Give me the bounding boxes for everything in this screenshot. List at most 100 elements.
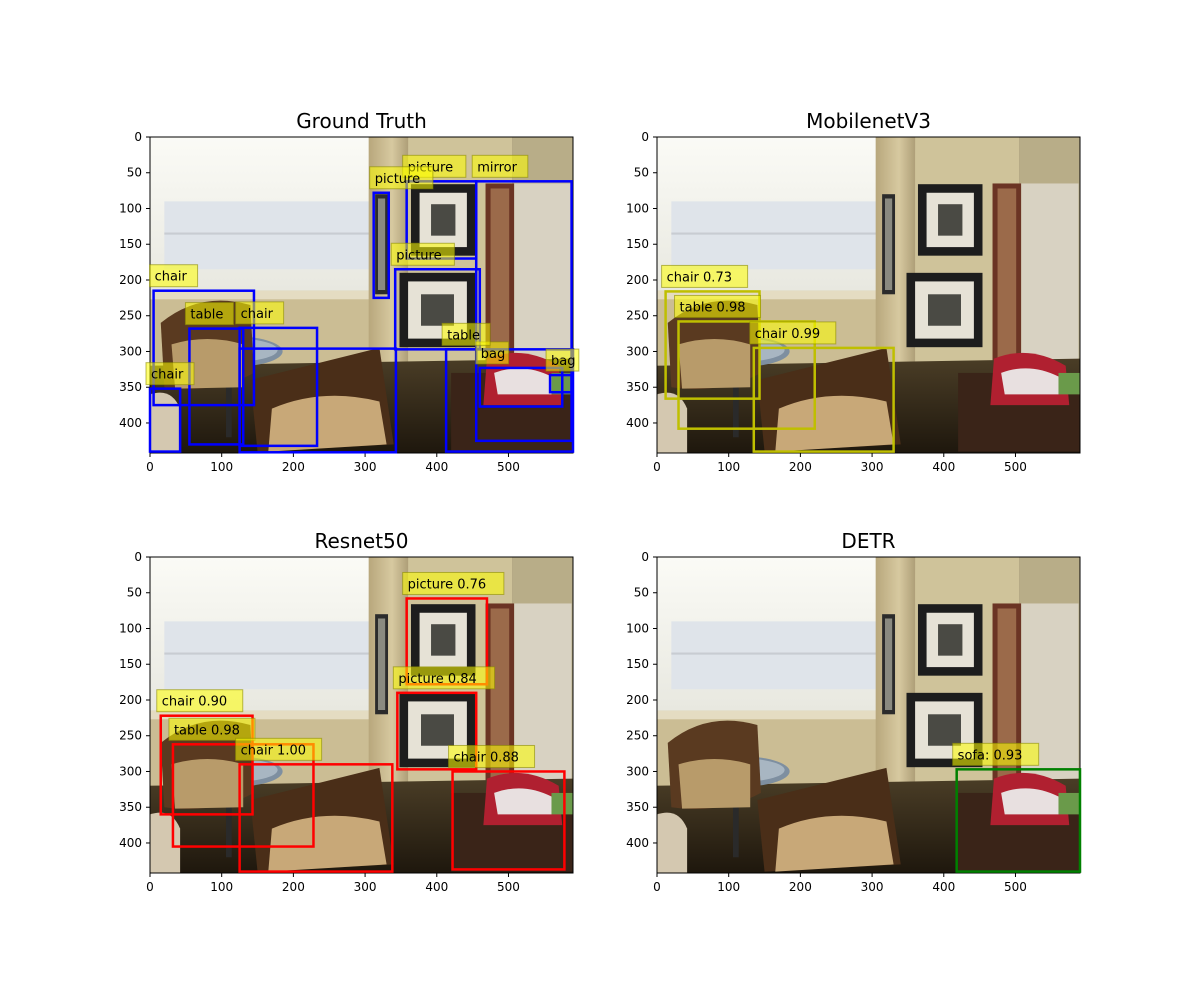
detection-label: chair 0.88: [454, 750, 519, 765]
x-tick-label: 500: [497, 880, 520, 894]
detection-box: [478, 366, 564, 408]
y-tick-label: 350: [119, 380, 142, 394]
detection-box: [372, 191, 390, 300]
x-tick-label: 300: [861, 460, 884, 474]
y-tick-label: 400: [626, 416, 649, 430]
detection-label-bg: [475, 341, 510, 365]
y-tick-label: 200: [626, 693, 649, 707]
x-tick-label: 200: [282, 460, 305, 474]
y-tick-label: 300: [119, 344, 142, 358]
detection-label: chair 0.73: [667, 270, 732, 285]
detection-box: [444, 348, 575, 453]
detection-label-bg: [145, 362, 195, 386]
detection-label: picture: [375, 172, 420, 187]
x-tick-label: 200: [282, 880, 305, 894]
y-tick-label: 0: [134, 130, 142, 144]
detection-label-bg: [402, 571, 505, 595]
detection-box: [188, 327, 245, 446]
y-tick-label: 400: [119, 836, 142, 850]
detection-label: picture: [396, 248, 441, 263]
detection-box: [548, 373, 573, 394]
y-tick-label: 200: [119, 273, 142, 287]
y-tick-label: 100: [119, 201, 142, 215]
detection-label: sofa: 0.93: [958, 748, 1023, 763]
x-tick-label: 500: [1004, 880, 1027, 894]
x-tick-label: 300: [354, 460, 377, 474]
detection-label-bg: [471, 154, 529, 178]
y-tick-label: 50: [127, 166, 142, 180]
x-tick-label: 200: [789, 460, 812, 474]
y-tick-label: 300: [626, 344, 649, 358]
detection-label-bg: [952, 742, 1040, 766]
detection-box: [955, 768, 1082, 873]
detection-label: chair: [151, 368, 184, 383]
y-tick-label: 350: [119, 800, 142, 814]
y-tick-label: 50: [634, 586, 649, 600]
detection-label: bag: [481, 347, 505, 362]
detection-label-bg: [369, 166, 434, 190]
detection-label-bg: [661, 264, 749, 288]
detection-label: picture 0.76: [408, 577, 486, 592]
y-tick-label: 250: [626, 729, 649, 743]
y-tick-label: 200: [626, 273, 649, 287]
x-tick-label: 500: [497, 460, 520, 474]
detection-label-bg: [441, 322, 491, 346]
y-tick-label: 300: [119, 764, 142, 778]
y-tick-label: 0: [641, 130, 649, 144]
y-tick-label: 100: [119, 621, 142, 635]
panel-resnet50: Resnet50 0 100 200 300 400 500 0 50 100 150 200 250 3…: [119, 529, 574, 894]
detection-box: [238, 347, 398, 454]
detection-label-bg: [749, 321, 837, 345]
detection-label: table: [190, 308, 223, 323]
detection-box: [451, 770, 566, 871]
x-tick-label: 100: [210, 460, 233, 474]
room-photo: [657, 557, 1080, 873]
y-tick-label: 100: [626, 621, 649, 635]
y-tick-label: 0: [134, 550, 142, 564]
axes-frame: [656, 136, 1081, 454]
panel-detr: DETR 0 100 200 300 400 500 0 50 100 150 200 250 300 35…: [626, 529, 1082, 894]
x-tick-label: 400: [932, 880, 955, 894]
x-tick-label: 300: [861, 880, 884, 894]
x-tick-label: 300: [354, 880, 377, 894]
detection-label: table 0.98: [680, 300, 746, 315]
y-tick-label: 400: [119, 416, 142, 430]
panel-ground-truth: Ground Truth 0 100 200 300 400 500 0 50 100 150 200…: [119, 109, 580, 474]
detection-box: [752, 346, 895, 453]
panel-title: Resnet50: [315, 529, 409, 553]
detection-label-bg: [235, 737, 323, 761]
x-tick-label: 200: [789, 880, 812, 894]
x-tick-label: 0: [653, 460, 661, 474]
detection-label-bg: [168, 717, 256, 741]
detection-label-bg: [156, 689, 244, 713]
x-tick-label: 0: [653, 880, 661, 894]
y-tick-label: 150: [119, 237, 142, 251]
detection-box: [148, 387, 182, 453]
detection-box: [677, 320, 816, 430]
y-tick-label: 150: [626, 657, 649, 671]
y-tick-label: 250: [626, 309, 649, 323]
axes-frame: [656, 556, 1081, 874]
detection-box: [393, 268, 482, 351]
y-tick-label: 50: [634, 166, 649, 180]
panel-title: DETR: [841, 529, 895, 553]
x-tick-label: 500: [1004, 460, 1027, 474]
y-tick-label: 250: [119, 309, 142, 323]
detection-box: [238, 763, 394, 873]
y-tick-label: 100: [626, 201, 649, 215]
y-tick-label: 250: [119, 729, 142, 743]
detection-box: [396, 691, 478, 771]
x-tick-label: 400: [425, 880, 448, 894]
detection-label: bag: [551, 354, 575, 369]
x-tick-label: 0: [146, 880, 154, 894]
y-tick-label: 300: [626, 764, 649, 778]
y-tick-label: 350: [626, 380, 649, 394]
detection-label-bg: [390, 242, 455, 266]
detection-label: chair 0.90: [162, 695, 227, 710]
x-tick-label: 400: [932, 460, 955, 474]
detection-label-bg: [184, 302, 234, 326]
detection-label: table: [447, 328, 480, 343]
y-tick-label: 400: [626, 836, 649, 850]
detection-label: chair: [241, 307, 274, 322]
